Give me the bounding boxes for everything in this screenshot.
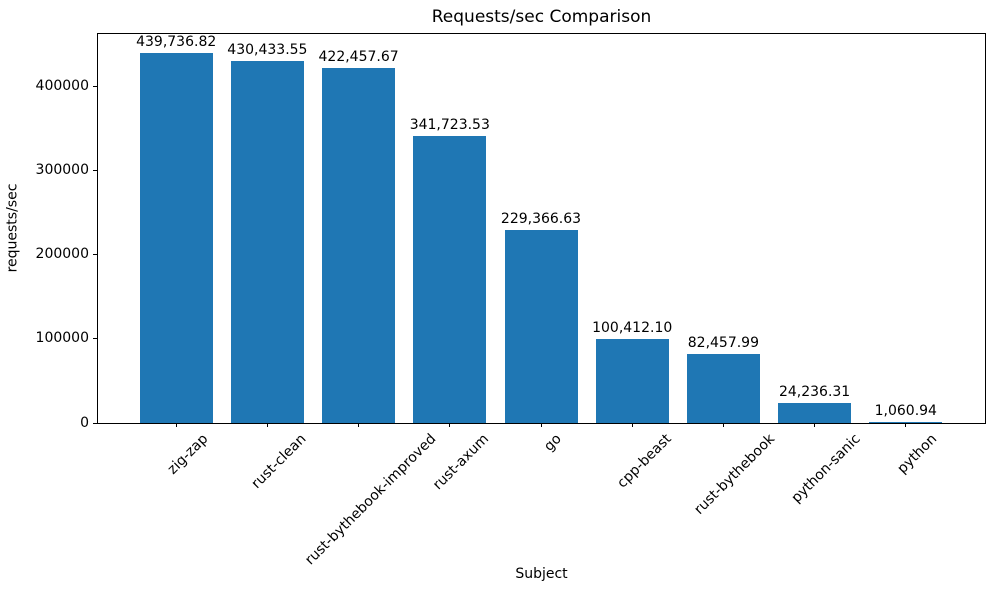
x-tick-mark (266, 423, 268, 427)
x-tick-mark (631, 423, 633, 427)
x-tick-label: rust-bythebook-improved (301, 431, 439, 569)
bar (686, 353, 760, 423)
y-tick-label: 400000 (35, 78, 89, 95)
bar (595, 338, 669, 423)
x-tick-label: zig-zap (164, 431, 212, 478)
y-tick-label: 100000 (35, 330, 89, 347)
x-tick-label: go (541, 431, 565, 455)
bar (230, 61, 304, 423)
x-axis-label: Subject (515, 566, 568, 582)
bar-value-label: 82,457.99 (687, 334, 760, 351)
chart-title: Requests/sec Comparison (431, 7, 652, 27)
bar (139, 53, 213, 423)
x-tick-label: rust-bythebook (691, 431, 779, 518)
bar (322, 67, 396, 423)
bar-value-label: 430,433.55 (227, 42, 308, 59)
x-tick-label: python-sanic (788, 431, 865, 507)
bar (504, 230, 578, 423)
y-tick-label: 200000 (35, 246, 89, 263)
x-tick-label: cpp-beast (613, 431, 675, 492)
y-tick-mark (93, 86, 97, 88)
x-tick-mark (722, 423, 724, 427)
bar (778, 402, 852, 423)
bar-value-label: 24,236.31 (778, 383, 851, 400)
y-tick-mark (93, 254, 97, 256)
y-tick-label: 0 (80, 414, 89, 431)
x-tick-label: rust-axum (430, 431, 493, 494)
x-tick-mark (175, 423, 177, 427)
bar (869, 422, 943, 423)
x-tick-mark (814, 423, 816, 427)
x-tick-mark (449, 423, 451, 427)
x-tick-label: python (894, 431, 941, 477)
bar-value-label: 422,457.67 (318, 48, 399, 65)
y-tick-mark (93, 338, 97, 340)
x-tick-label: rust-clean (248, 431, 310, 492)
bar-value-label: 229,366.63 (500, 211, 582, 228)
y-tick-label: 300000 (35, 162, 89, 179)
bar-value-label: 1,060.94 (874, 403, 937, 419)
bar-value-label: 439,736.82 (136, 34, 217, 51)
x-tick-mark (358, 423, 360, 427)
bar-value-label: 100,412.10 (592, 319, 673, 336)
bar (413, 135, 487, 423)
y-tick-mark (93, 170, 97, 172)
x-tick-mark (540, 423, 542, 427)
x-tick-mark (905, 423, 907, 427)
y-tick-mark (93, 422, 97, 424)
bar-value-label: 341,723.53 (409, 116, 490, 133)
